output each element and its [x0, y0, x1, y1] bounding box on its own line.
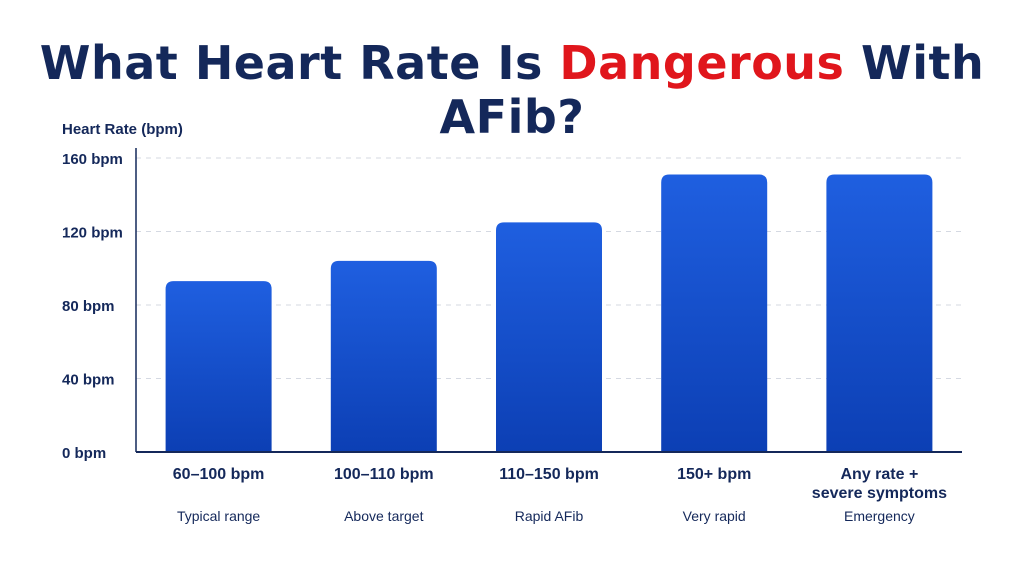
x-category-label: 100–110 bpm — [334, 466, 434, 483]
bar-4 — [661, 174, 768, 452]
x-sublabel: Above target — [344, 508, 423, 524]
y-axis-label: Heart Rate (bpm) — [62, 121, 183, 138]
y-tick-label: 80 bpm — [62, 298, 115, 315]
axes — [135, 148, 962, 453]
x-sublabel: Very rapid — [683, 508, 746, 524]
bar-3 — [496, 222, 602, 452]
title-part-1: What Heart Rate Is — [39, 36, 560, 90]
x-category-label: 110–150 bpm — [499, 466, 599, 483]
bar-2 — [330, 260, 437, 452]
x-category-label: 150+ bpm — [677, 466, 751, 483]
y-tick-label: 40 bpm — [62, 372, 115, 389]
chart-title: What Heart Rate Is Dangerous With AFib? — [0, 36, 1024, 144]
x-sublabel: Rapid AFib — [515, 508, 584, 524]
bars — [165, 174, 933, 452]
x-tick-labels: 60–100 bpm Typical range 100–110 bpm Above … — [173, 466, 947, 524]
bar-1 — [165, 281, 272, 452]
bar-5 — [826, 174, 933, 452]
y-tick-label: 120 bpm — [62, 225, 123, 242]
x-sublabel: Typical range — [177, 508, 260, 524]
title-highlight: Dangerous — [559, 36, 845, 90]
y-tick-labels: 0 bpm 40 bpm 80 bpm 120 bpm 160 bpm — [62, 151, 123, 462]
x-sublabel: Emergency — [844, 508, 915, 524]
x-category-label: severe symptoms — [812, 485, 947, 502]
x-category-label: Any rate + — [840, 466, 918, 483]
y-tick-label: 160 bpm — [62, 151, 123, 168]
x-category-label: 60–100 bpm — [173, 466, 265, 483]
title-part-2: With AFib? — [439, 36, 985, 144]
y-tick-label: 0 bpm — [62, 445, 106, 462]
